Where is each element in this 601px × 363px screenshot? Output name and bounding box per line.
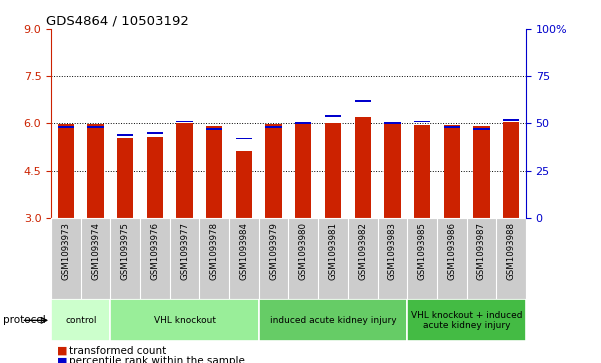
Bar bbox=[236, 151, 252, 218]
Text: GSM1093984: GSM1093984 bbox=[239, 222, 248, 280]
Bar bbox=[444, 126, 460, 128]
Text: GSM1093983: GSM1093983 bbox=[388, 222, 397, 280]
Text: GSM1093980: GSM1093980 bbox=[299, 222, 308, 280]
Bar bbox=[503, 122, 519, 218]
Text: GDS4864 / 10503192: GDS4864 / 10503192 bbox=[46, 15, 189, 28]
Text: ■: ■ bbox=[57, 356, 67, 363]
Bar bbox=[414, 121, 430, 122]
Bar bbox=[177, 121, 193, 122]
Text: GSM1093977: GSM1093977 bbox=[180, 222, 189, 280]
Bar bbox=[111, 299, 259, 341]
Text: ■: ■ bbox=[57, 346, 67, 356]
Bar bbox=[266, 126, 282, 128]
Bar bbox=[51, 299, 111, 341]
Bar bbox=[177, 123, 193, 218]
Text: GSM1093978: GSM1093978 bbox=[210, 222, 219, 280]
Text: VHL knockout + induced
acute kidney injury: VHL knockout + induced acute kidney inju… bbox=[410, 311, 522, 330]
Text: GSM1093974: GSM1093974 bbox=[91, 222, 100, 280]
Bar bbox=[259, 299, 407, 341]
Bar bbox=[206, 126, 222, 218]
Text: induced acute kidney injury: induced acute kidney injury bbox=[270, 316, 396, 325]
Bar bbox=[325, 115, 341, 117]
Bar bbox=[58, 125, 74, 218]
Text: GSM1093986: GSM1093986 bbox=[447, 222, 456, 280]
Text: VHL knockout: VHL knockout bbox=[154, 316, 216, 325]
Text: GSM1093988: GSM1093988 bbox=[507, 222, 516, 280]
Bar bbox=[355, 117, 371, 218]
Bar bbox=[473, 128, 490, 130]
Text: GSM1093981: GSM1093981 bbox=[329, 222, 338, 280]
Bar bbox=[206, 128, 222, 130]
Bar bbox=[295, 123, 311, 218]
Bar bbox=[147, 137, 163, 218]
Bar bbox=[325, 123, 341, 218]
Bar bbox=[444, 125, 460, 218]
Bar bbox=[473, 126, 490, 218]
Bar bbox=[355, 100, 371, 102]
Bar bbox=[414, 125, 430, 218]
Bar bbox=[295, 122, 311, 125]
Text: GSM1093973: GSM1093973 bbox=[61, 222, 70, 280]
Bar bbox=[503, 119, 519, 121]
Bar bbox=[117, 134, 133, 136]
Text: transformed count: transformed count bbox=[69, 346, 166, 356]
Bar bbox=[147, 132, 163, 134]
Text: GSM1093987: GSM1093987 bbox=[477, 222, 486, 280]
Bar bbox=[87, 126, 104, 128]
Bar bbox=[384, 122, 400, 125]
Text: GSM1093985: GSM1093985 bbox=[418, 222, 427, 280]
Bar bbox=[407, 299, 526, 341]
Bar bbox=[117, 138, 133, 218]
Text: percentile rank within the sample: percentile rank within the sample bbox=[69, 356, 245, 363]
Bar bbox=[87, 125, 104, 218]
Bar bbox=[58, 126, 74, 128]
Bar bbox=[384, 123, 400, 218]
Text: protocol: protocol bbox=[3, 315, 46, 325]
Text: GSM1093982: GSM1093982 bbox=[358, 222, 367, 280]
Text: GSM1093979: GSM1093979 bbox=[269, 222, 278, 280]
Bar bbox=[236, 138, 252, 139]
Text: GSM1093976: GSM1093976 bbox=[150, 222, 159, 280]
Text: control: control bbox=[65, 316, 97, 325]
Bar bbox=[266, 125, 282, 218]
Text: GSM1093975: GSM1093975 bbox=[121, 222, 130, 280]
